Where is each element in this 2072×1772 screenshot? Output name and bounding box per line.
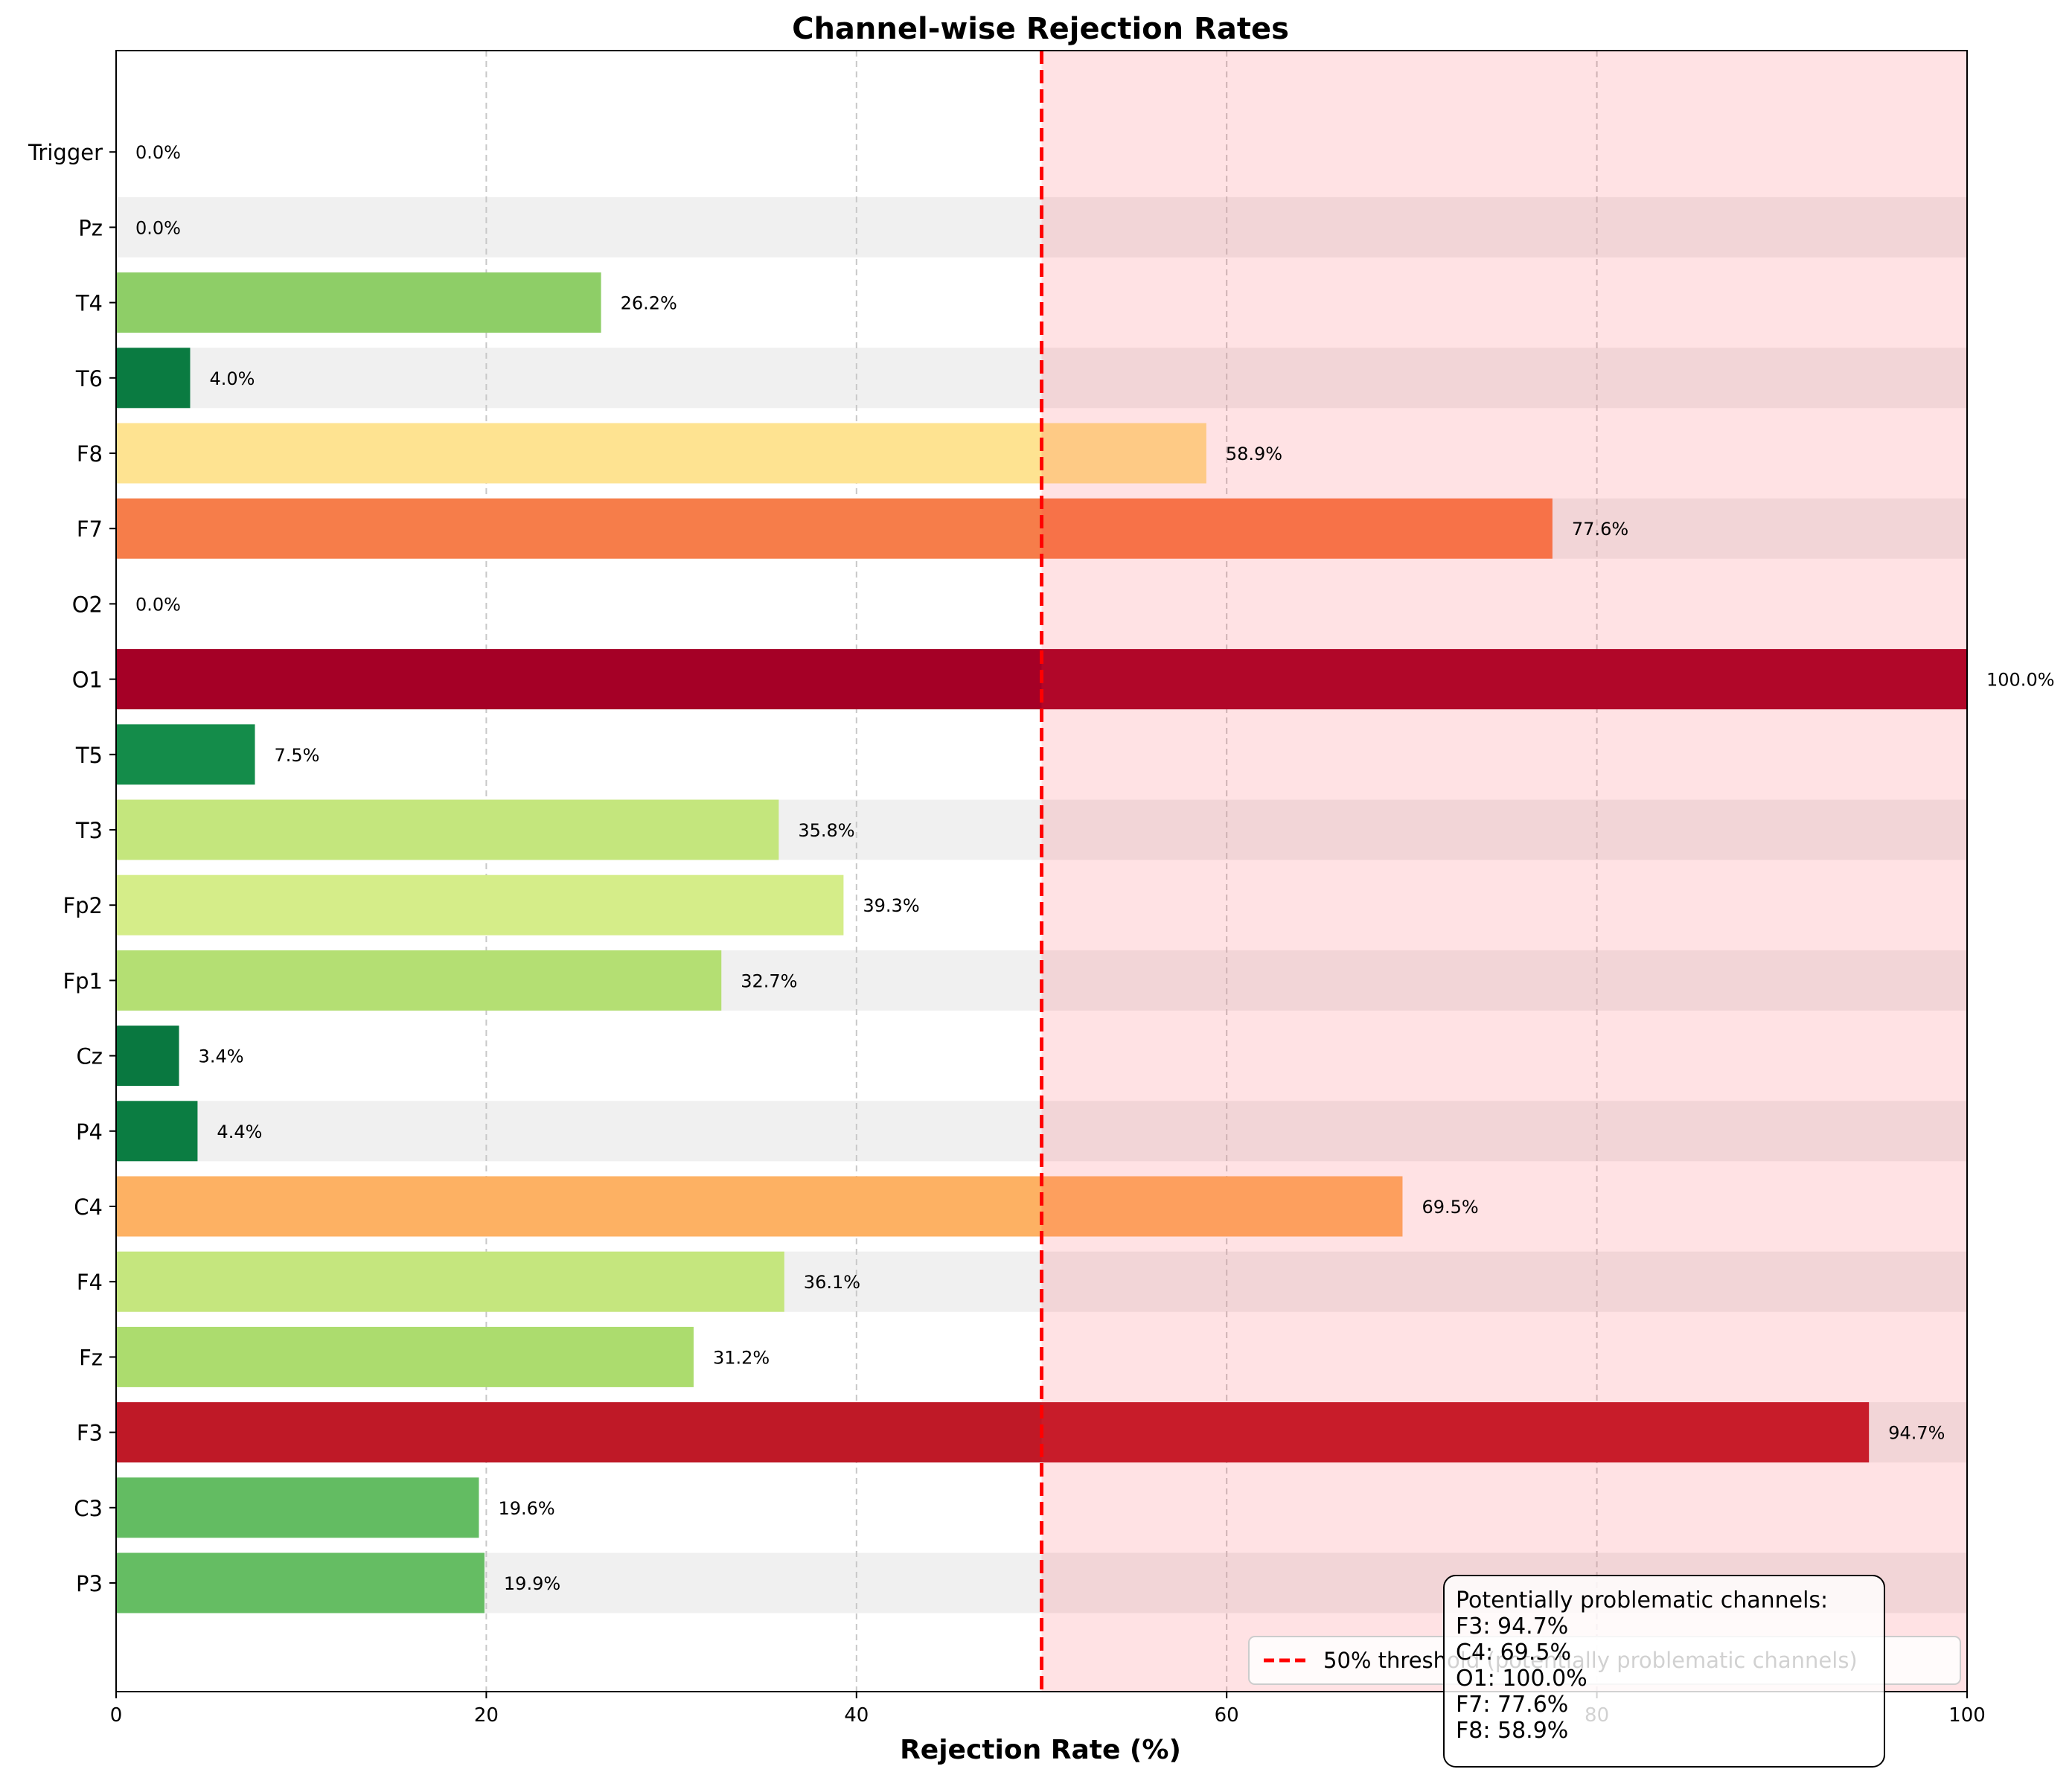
value-label-Cz: 3.4% bbox=[199, 1046, 244, 1067]
bar-C4 bbox=[116, 1176, 1403, 1237]
value-label-F8: 58.9% bbox=[1226, 444, 1282, 464]
y-tick-label-C3: C3 bbox=[74, 1496, 103, 1521]
annotation-line: F3: 94.7% bbox=[1456, 1613, 1568, 1640]
y-tick-label-O2: O2 bbox=[72, 592, 103, 617]
value-label-T6: 4.0% bbox=[209, 368, 255, 389]
bar-P4 bbox=[116, 1101, 198, 1162]
bar-F3 bbox=[116, 1402, 1870, 1463]
value-label-Fp2: 39.3% bbox=[863, 895, 919, 916]
y-tick-label-F7: F7 bbox=[77, 516, 103, 542]
y-tick-label-F4: F4 bbox=[77, 1270, 103, 1295]
value-label-F3: 94.7% bbox=[1888, 1423, 1945, 1444]
y-tick-label-Pz: Pz bbox=[78, 215, 103, 240]
value-label-C3: 19.6% bbox=[498, 1498, 554, 1519]
x-axis-label: Rejection Rate (%) bbox=[900, 1735, 1181, 1765]
y-tick-label-C4: C4 bbox=[74, 1194, 103, 1220]
value-label-Pz: 0.0% bbox=[135, 217, 181, 238]
bars bbox=[116, 272, 1967, 1613]
x-tick-label: 40 bbox=[844, 1704, 869, 1727]
y-tick-label-Trigger: Trigger bbox=[28, 140, 103, 165]
bar-Fp2 bbox=[116, 874, 844, 935]
threshold-line bbox=[1040, 51, 1967, 1692]
y-tick-label-P4: P4 bbox=[76, 1119, 103, 1145]
y-tick-label-T4: T4 bbox=[75, 291, 103, 316]
value-label-P4: 4.4% bbox=[217, 1122, 262, 1142]
bar-F7 bbox=[116, 498, 1553, 559]
bar-C3 bbox=[116, 1477, 479, 1538]
bar-T3 bbox=[116, 799, 779, 860]
y-tick-label-Fp1: Fp1 bbox=[63, 968, 103, 994]
bar-Fp1 bbox=[116, 950, 722, 1011]
y-tick-label-T3: T3 bbox=[75, 818, 103, 843]
y-tick-label-Fz: Fz bbox=[79, 1345, 103, 1370]
bar-P3 bbox=[116, 1552, 485, 1613]
annotation-line: F8: 58.9% bbox=[1456, 1718, 1568, 1744]
value-labels: 19.9% 19.6% 94.7% 31.2% 36.1% 69.5% 4.4% 3.4% 32… bbox=[135, 142, 2055, 1594]
plot-frame bbox=[115, 50, 1968, 1692]
y-tick-label-Cz: Cz bbox=[77, 1044, 103, 1069]
bar-T4 bbox=[116, 272, 601, 333]
threshold-shaded-region bbox=[1041, 51, 1967, 1692]
value-label-O2: 0.0% bbox=[135, 594, 181, 615]
value-label-T3: 35.8% bbox=[798, 820, 854, 841]
value-label-F4: 36.1% bbox=[804, 1272, 860, 1293]
bar-Cz bbox=[116, 1026, 179, 1087]
value-label-Fz: 31.2% bbox=[713, 1347, 770, 1368]
problematic-channels-box: Potentially problematic channels:F3: 94.… bbox=[1443, 1575, 1885, 1768]
annotation-line: O1: 100.0% bbox=[1456, 1666, 1587, 1692]
value-label-Fp1: 32.7% bbox=[741, 970, 797, 991]
annotation-title: Potentially problematic channels: bbox=[1456, 1587, 1828, 1613]
y-tick-label-O1: O1 bbox=[72, 668, 103, 693]
row-shade bbox=[116, 348, 1967, 409]
x-tick-label: 20 bbox=[474, 1704, 499, 1727]
value-label-Trigger: 0.0% bbox=[135, 142, 181, 163]
y-tick-label-Fp2: Fp2 bbox=[63, 893, 103, 918]
y-tick-label-T6: T6 bbox=[75, 366, 103, 391]
value-label-O1: 100.0% bbox=[1986, 670, 2055, 691]
bar-F8 bbox=[116, 423, 1206, 484]
bar-T6 bbox=[116, 348, 191, 409]
y-tick-label-T5: T5 bbox=[75, 743, 103, 768]
value-label-F7: 77.6% bbox=[1572, 519, 1628, 540]
annotation-line: F7: 77.6% bbox=[1456, 1692, 1568, 1718]
x-tick-label: 60 bbox=[1215, 1704, 1239, 1727]
y-tick-label-P3: P3 bbox=[76, 1571, 103, 1596]
y-tick-label-F8: F8 bbox=[77, 441, 103, 467]
annotation-line: C4: 69.5% bbox=[1456, 1640, 1571, 1666]
bar-F4 bbox=[116, 1251, 784, 1312]
row-shade bbox=[116, 1101, 1967, 1162]
value-label-C4: 69.5% bbox=[1422, 1197, 1478, 1218]
y-tick-label-F3: F3 bbox=[77, 1421, 103, 1446]
x-tick-label: 0 bbox=[110, 1704, 123, 1727]
value-label-P3: 19.9% bbox=[504, 1573, 560, 1594]
value-label-T4: 26.2% bbox=[621, 293, 677, 314]
x-tick-label: 100 bbox=[1948, 1704, 1986, 1727]
bar-Fz bbox=[116, 1326, 694, 1387]
annotation-box bbox=[1443, 1575, 1885, 1768]
value-label-T5: 7.5% bbox=[275, 745, 320, 766]
bar-T5 bbox=[116, 724, 255, 785]
chart-title: Channel-wise Rejection Rates bbox=[792, 12, 1289, 46]
